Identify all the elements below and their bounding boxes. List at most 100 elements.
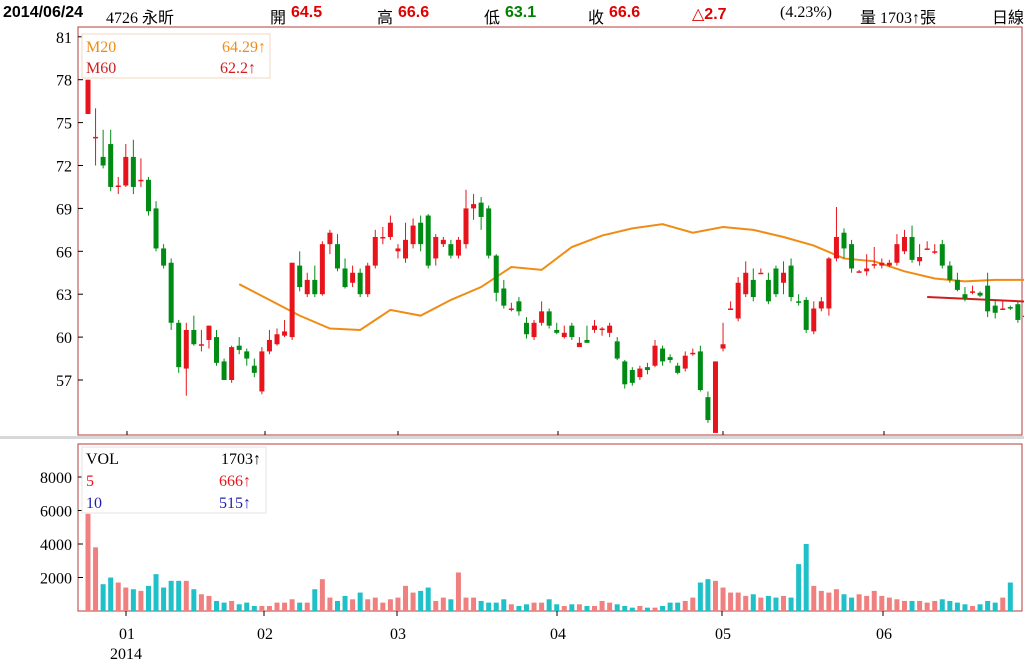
volume-bar [433, 600, 439, 611]
candle-body [607, 325, 613, 333]
candle-body [183, 329, 189, 369]
volume-bar [448, 599, 454, 611]
candle-body [297, 265, 303, 288]
volume-bar [334, 600, 340, 611]
volume-bar [826, 592, 832, 611]
candle-body [765, 279, 771, 302]
candle-body [569, 325, 575, 338]
candle-body [365, 265, 371, 295]
volume-bar [788, 597, 794, 611]
candle-body [289, 262, 295, 338]
volume-bar [554, 604, 560, 611]
volume-bar [274, 602, 280, 611]
volume-bar [304, 602, 310, 611]
candle-body [100, 156, 106, 166]
volume-bar [977, 604, 983, 611]
month-label: 05 [715, 626, 731, 643]
volume-bar [440, 597, 446, 611]
candle-body [879, 262, 885, 266]
candle-body [675, 365, 681, 373]
price-tick-label: 69 [56, 201, 72, 218]
volume-bar [108, 577, 114, 611]
volume-bar [841, 594, 847, 611]
candle-body [236, 345, 242, 350]
candle-body [244, 351, 250, 359]
legend-m60-name: M60 [86, 60, 116, 77]
candle-body [516, 301, 522, 312]
volume-bar [403, 585, 409, 611]
candle-body [1000, 308, 1006, 310]
volume-bar [909, 600, 915, 611]
volume-bar [206, 595, 212, 611]
volume-bar [463, 597, 469, 611]
volume-tick-label: 4000 [40, 537, 72, 554]
volume-bar [803, 544, 809, 611]
candle-body [947, 265, 953, 280]
volume-bar [644, 607, 650, 611]
volume-bar [962, 604, 968, 611]
volume-bar [690, 597, 696, 611]
volume-bar [508, 604, 514, 611]
candle-body [644, 367, 650, 370]
volume-bar [523, 604, 529, 611]
volume-bar [712, 580, 718, 611]
ma20-line [238, 223, 1024, 331]
candle-body [108, 144, 114, 187]
candle-body [266, 339, 272, 352]
legend-ma5-value: 666↑ [219, 473, 251, 490]
candle-body [282, 331, 288, 336]
volume-bar [818, 590, 824, 611]
volume-bar [93, 547, 99, 611]
volume-bar [682, 600, 688, 611]
candle-body [894, 244, 900, 263]
candle-body [773, 268, 779, 295]
price-tick-label: 57 [56, 373, 72, 390]
month-label: 02 [257, 626, 273, 643]
candle-body [206, 325, 212, 340]
candle-body [917, 257, 923, 262]
volume-bar [319, 579, 325, 611]
candle-body [93, 136, 99, 139]
price-tick-label: 66 [56, 244, 72, 261]
price-tick-label: 81 [56, 30, 72, 47]
volume-bar [667, 602, 673, 611]
candle-body [803, 299, 809, 330]
candle-body [1015, 304, 1021, 320]
candle-body [334, 244, 340, 269]
volume-bar [901, 600, 907, 611]
volume-bar [312, 589, 318, 611]
volume-bar [471, 597, 477, 611]
change-percent: (4.23%) [780, 4, 832, 21]
volume-bar [183, 580, 189, 611]
volume-bar [675, 602, 681, 611]
legend-m60-value: 62.2↑ [220, 60, 256, 77]
candle-body [546, 311, 552, 326]
candle-body [985, 285, 991, 312]
legend-vol-name: VOL [86, 451, 119, 468]
candle-body [576, 342, 582, 348]
volume-legend-box [81, 446, 267, 514]
candle-body [788, 265, 794, 298]
volume-bar [576, 604, 582, 611]
volume-bar [917, 600, 923, 611]
volume-bar [773, 597, 779, 611]
volume-bar [357, 592, 363, 611]
volume-bar [266, 605, 272, 611]
candle-body [350, 272, 356, 283]
price-legend-box [81, 33, 271, 79]
volume-bar [758, 597, 764, 611]
candle-body [781, 272, 787, 283]
volume-bar [886, 597, 892, 611]
candle-body [629, 369, 635, 383]
high-value: 66.6 [398, 4, 430, 21]
quote-date: 2014/06/24 [3, 4, 84, 21]
volume-bar [660, 605, 666, 611]
legend-m20-value: 64.29↑ [222, 39, 266, 56]
volume-bar [501, 599, 507, 611]
candle-body [448, 244, 454, 256]
candle-body [901, 237, 907, 252]
quote-header: 2014/06/24 4726 永昕 開 64.5 高 66.6 低 63.1 … [0, 0, 1024, 27]
volume-bar [894, 599, 900, 611]
volume-bar [418, 590, 424, 611]
candle-body [743, 272, 749, 295]
